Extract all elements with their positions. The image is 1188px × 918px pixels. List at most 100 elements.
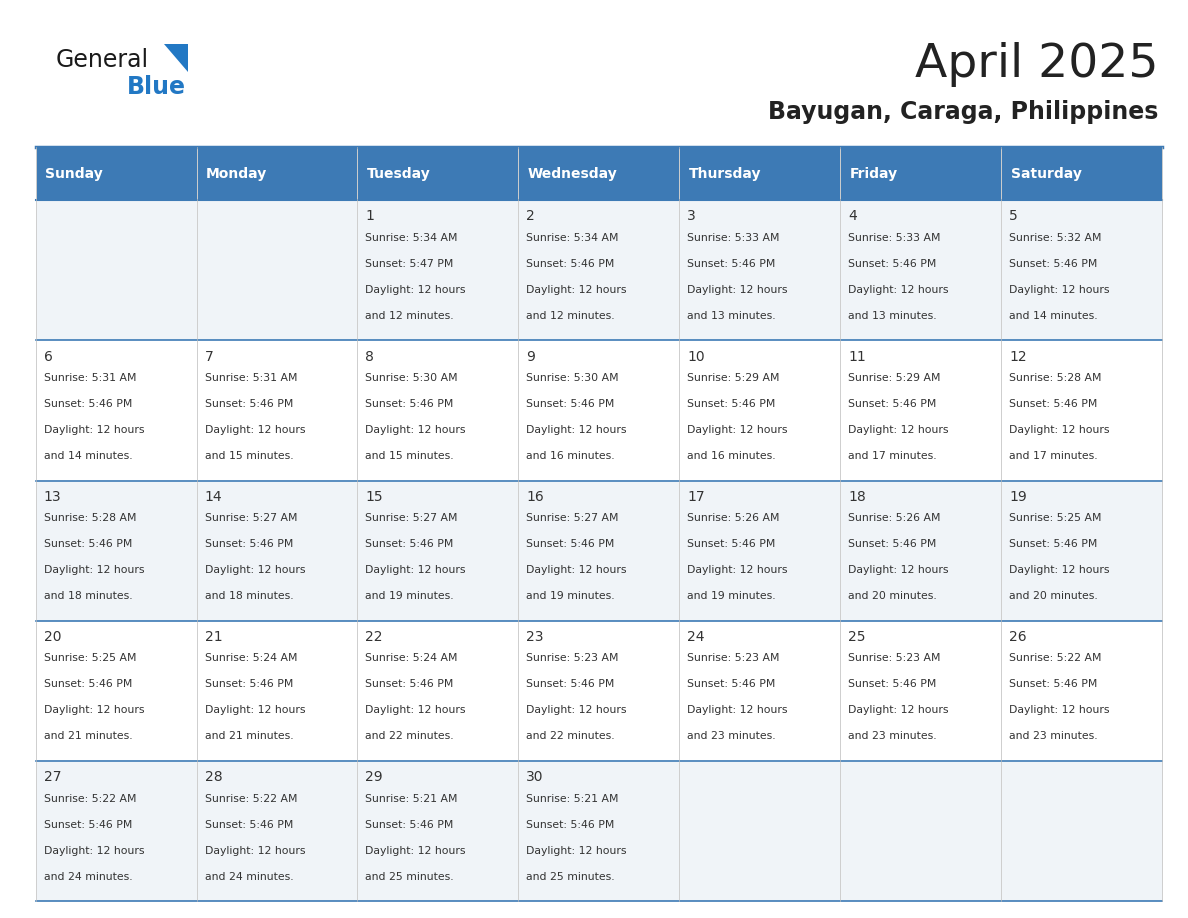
Text: Daylight: 12 hours: Daylight: 12 hours <box>687 705 788 715</box>
Text: Daylight: 12 hours: Daylight: 12 hours <box>1009 285 1110 295</box>
Text: Daylight: 12 hours: Daylight: 12 hours <box>366 285 466 295</box>
Text: and 22 minutes.: and 22 minutes. <box>526 732 615 742</box>
Text: Daylight: 12 hours: Daylight: 12 hours <box>204 705 305 715</box>
FancyBboxPatch shape <box>518 200 680 341</box>
FancyBboxPatch shape <box>840 621 1001 761</box>
FancyBboxPatch shape <box>36 621 196 761</box>
Text: General: General <box>56 48 148 72</box>
Text: Sunset: 5:46 PM: Sunset: 5:46 PM <box>848 259 936 269</box>
FancyBboxPatch shape <box>1001 147 1162 200</box>
FancyBboxPatch shape <box>1001 341 1162 481</box>
FancyBboxPatch shape <box>196 621 358 761</box>
Text: Sunrise: 5:32 AM: Sunrise: 5:32 AM <box>1009 232 1101 242</box>
Text: Sunrise: 5:27 AM: Sunrise: 5:27 AM <box>204 513 297 523</box>
Text: 3: 3 <box>687 209 696 223</box>
Text: Sunrise: 5:24 AM: Sunrise: 5:24 AM <box>366 654 457 664</box>
Text: Sunset: 5:46 PM: Sunset: 5:46 PM <box>687 399 776 409</box>
Text: Sunrise: 5:31 AM: Sunrise: 5:31 AM <box>204 373 297 383</box>
Text: and 25 minutes.: and 25 minutes. <box>366 871 454 881</box>
Text: and 23 minutes.: and 23 minutes. <box>1009 732 1098 742</box>
Text: 1: 1 <box>366 209 374 223</box>
Text: Sunset: 5:46 PM: Sunset: 5:46 PM <box>366 679 454 689</box>
Text: 29: 29 <box>366 770 383 784</box>
FancyBboxPatch shape <box>36 341 196 481</box>
Text: Sunrise: 5:21 AM: Sunrise: 5:21 AM <box>366 794 457 804</box>
FancyBboxPatch shape <box>358 200 518 341</box>
Text: and 16 minutes.: and 16 minutes. <box>526 451 615 461</box>
Text: 25: 25 <box>848 630 866 644</box>
Text: Daylight: 12 hours: Daylight: 12 hours <box>366 425 466 435</box>
Text: Daylight: 12 hours: Daylight: 12 hours <box>1009 565 1110 575</box>
Text: 7: 7 <box>204 350 214 364</box>
Text: 18: 18 <box>848 490 866 504</box>
Text: Daylight: 12 hours: Daylight: 12 hours <box>366 565 466 575</box>
Text: Daylight: 12 hours: Daylight: 12 hours <box>848 425 949 435</box>
Polygon shape <box>164 44 188 72</box>
Text: Daylight: 12 hours: Daylight: 12 hours <box>526 285 627 295</box>
Text: and 24 minutes.: and 24 minutes. <box>204 871 293 881</box>
Text: Daylight: 12 hours: Daylight: 12 hours <box>44 845 144 856</box>
Text: Daylight: 12 hours: Daylight: 12 hours <box>44 565 144 575</box>
Text: Sunrise: 5:29 AM: Sunrise: 5:29 AM <box>687 373 779 383</box>
Text: Sunset: 5:46 PM: Sunset: 5:46 PM <box>204 539 293 549</box>
FancyBboxPatch shape <box>680 761 840 901</box>
Text: Sunset: 5:46 PM: Sunset: 5:46 PM <box>204 820 293 830</box>
Text: Sunrise: 5:27 AM: Sunrise: 5:27 AM <box>366 513 457 523</box>
Text: 4: 4 <box>848 209 857 223</box>
Text: Daylight: 12 hours: Daylight: 12 hours <box>526 425 627 435</box>
Text: Sunrise: 5:26 AM: Sunrise: 5:26 AM <box>687 513 779 523</box>
Text: Sunrise: 5:23 AM: Sunrise: 5:23 AM <box>526 654 619 664</box>
Text: Sunrise: 5:34 AM: Sunrise: 5:34 AM <box>366 232 457 242</box>
FancyBboxPatch shape <box>518 621 680 761</box>
Text: Daylight: 12 hours: Daylight: 12 hours <box>526 845 627 856</box>
FancyBboxPatch shape <box>518 761 680 901</box>
Text: 12: 12 <box>1009 350 1026 364</box>
Text: and 14 minutes.: and 14 minutes. <box>44 451 132 461</box>
Text: Sunset: 5:46 PM: Sunset: 5:46 PM <box>44 399 132 409</box>
FancyBboxPatch shape <box>358 341 518 481</box>
Text: and 14 minutes.: and 14 minutes. <box>1009 310 1098 320</box>
FancyBboxPatch shape <box>1001 761 1162 901</box>
Text: Sunset: 5:46 PM: Sunset: 5:46 PM <box>848 539 936 549</box>
Text: Sunset: 5:46 PM: Sunset: 5:46 PM <box>848 679 936 689</box>
Text: Daylight: 12 hours: Daylight: 12 hours <box>366 845 466 856</box>
Text: Sunset: 5:46 PM: Sunset: 5:46 PM <box>687 259 776 269</box>
Text: Daylight: 12 hours: Daylight: 12 hours <box>44 425 144 435</box>
FancyBboxPatch shape <box>518 481 680 621</box>
Text: 19: 19 <box>1009 490 1026 504</box>
FancyBboxPatch shape <box>196 147 358 200</box>
Text: and 17 minutes.: and 17 minutes. <box>1009 451 1098 461</box>
Text: and 13 minutes.: and 13 minutes. <box>848 310 937 320</box>
Text: 13: 13 <box>44 490 62 504</box>
Text: Thursday: Thursday <box>689 166 762 181</box>
Text: 23: 23 <box>526 630 544 644</box>
Text: Daylight: 12 hours: Daylight: 12 hours <box>526 565 627 575</box>
Text: Sunrise: 5:22 AM: Sunrise: 5:22 AM <box>44 794 137 804</box>
Text: 24: 24 <box>687 630 704 644</box>
FancyBboxPatch shape <box>680 200 840 341</box>
Text: Daylight: 12 hours: Daylight: 12 hours <box>204 425 305 435</box>
Text: Sunrise: 5:22 AM: Sunrise: 5:22 AM <box>204 794 297 804</box>
Text: 11: 11 <box>848 350 866 364</box>
FancyBboxPatch shape <box>1001 621 1162 761</box>
Text: and 15 minutes.: and 15 minutes. <box>204 451 293 461</box>
Text: Sunrise: 5:25 AM: Sunrise: 5:25 AM <box>1009 513 1101 523</box>
Text: Tuesday: Tuesday <box>367 166 431 181</box>
FancyBboxPatch shape <box>36 761 196 901</box>
Text: Sunset: 5:46 PM: Sunset: 5:46 PM <box>687 539 776 549</box>
Text: Daylight: 12 hours: Daylight: 12 hours <box>366 705 466 715</box>
Text: and 22 minutes.: and 22 minutes. <box>366 732 454 742</box>
Text: and 13 minutes.: and 13 minutes. <box>687 310 776 320</box>
Text: Sunrise: 5:29 AM: Sunrise: 5:29 AM <box>848 373 941 383</box>
FancyBboxPatch shape <box>358 481 518 621</box>
Text: Sunset: 5:46 PM: Sunset: 5:46 PM <box>848 399 936 409</box>
Text: Daylight: 12 hours: Daylight: 12 hours <box>848 705 949 715</box>
Text: Sunset: 5:46 PM: Sunset: 5:46 PM <box>687 679 776 689</box>
Text: Sunrise: 5:25 AM: Sunrise: 5:25 AM <box>44 654 137 664</box>
Text: and 21 minutes.: and 21 minutes. <box>44 732 132 742</box>
Text: Sunset: 5:46 PM: Sunset: 5:46 PM <box>526 259 614 269</box>
Text: Daylight: 12 hours: Daylight: 12 hours <box>687 425 788 435</box>
Text: Daylight: 12 hours: Daylight: 12 hours <box>44 705 144 715</box>
Text: Sunset: 5:46 PM: Sunset: 5:46 PM <box>204 679 293 689</box>
Text: 5: 5 <box>1009 209 1018 223</box>
